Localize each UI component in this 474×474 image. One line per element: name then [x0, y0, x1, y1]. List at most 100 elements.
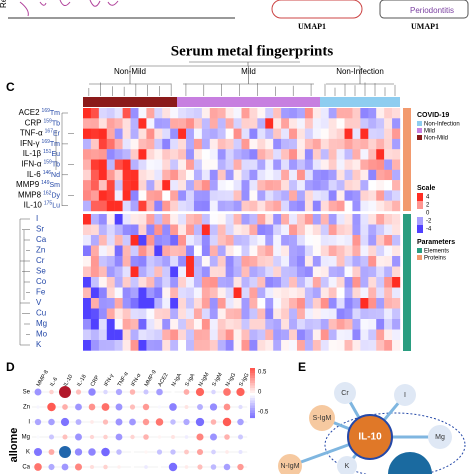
heat-cell	[217, 256, 226, 267]
heat-cell	[344, 118, 353, 129]
violin	[19, 0, 119, 17]
heat-cell	[352, 159, 361, 170]
heat-cell	[201, 340, 210, 351]
heat-cell	[138, 256, 147, 267]
colorbar-step	[250, 413, 255, 416]
heat-cell	[320, 298, 329, 309]
heat-cell	[360, 340, 369, 351]
heat-cell	[201, 224, 210, 236]
heat-cell	[209, 159, 218, 170]
heat-cell	[193, 159, 203, 170]
group-bar	[320, 97, 400, 107]
heat-cell	[241, 108, 250, 119]
heat-cell	[138, 214, 147, 225]
heat-cell	[352, 108, 361, 119]
row-label: Sr	[36, 225, 44, 234]
heat-cell	[170, 159, 179, 170]
heat-cell	[392, 329, 401, 341]
heat-cell	[241, 214, 250, 225]
heat-cell	[186, 256, 195, 267]
heat-cell	[138, 149, 147, 160]
col-label: N-IgM	[198, 371, 211, 387]
heat-cell	[217, 340, 226, 351]
heat-cell	[154, 340, 163, 351]
heat-cell	[289, 214, 298, 225]
heat-cell	[178, 277, 187, 288]
heat-cell	[106, 128, 115, 140]
heat-cell	[281, 319, 290, 330]
heat-cell	[217, 128, 226, 140]
tag: Periodontitis	[410, 6, 454, 15]
corr-dot	[225, 450, 229, 454]
heat-cell	[289, 245, 298, 257]
heat-cell	[336, 308, 345, 320]
protein-name: MMP8	[18, 191, 42, 200]
heat-cell	[344, 235, 353, 246]
heat-cell	[384, 118, 393, 129]
colorbar-step	[250, 390, 255, 394]
heat-cell	[257, 287, 266, 299]
node	[428, 425, 452, 449]
heat-cell	[90, 214, 100, 225]
heat-cell	[201, 308, 210, 320]
heat-cell	[162, 159, 171, 170]
heat-cell	[273, 159, 282, 170]
heat-cell	[249, 108, 258, 119]
isotope-mass: 159	[43, 119, 52, 125]
heat-cell	[146, 287, 155, 299]
heat-cell	[304, 214, 314, 225]
legend-swatch	[417, 128, 422, 133]
heat-cell	[257, 200, 266, 212]
heat-cell	[265, 214, 274, 225]
row-label: Cu	[36, 309, 46, 318]
heat-cell	[130, 245, 139, 257]
heat-cell	[368, 329, 377, 341]
heat-cell	[233, 214, 242, 225]
heat-cell	[360, 235, 369, 246]
heat-cell	[154, 298, 163, 309]
heat-cell	[344, 149, 353, 160]
heat-cell	[273, 266, 282, 278]
heat-cell	[178, 329, 187, 341]
row-label: I	[28, 420, 30, 426]
heat-cell	[83, 224, 92, 236]
heat-cell	[336, 180, 345, 191]
col-label: IL-10	[63, 374, 74, 388]
heat-cell	[170, 190, 179, 201]
heat-cell	[304, 319, 314, 330]
corr-dot	[156, 449, 163, 455]
corr-dot	[34, 418, 42, 426]
heat-cell	[241, 224, 250, 236]
corr-dot	[157, 435, 162, 439]
heat-cell	[249, 180, 258, 191]
node	[394, 384, 416, 406]
heat-cell	[106, 277, 115, 288]
heat-cell	[376, 118, 385, 129]
heat-cell	[296, 224, 306, 236]
node-label: N-IgM	[280, 463, 299, 470]
corr-dot	[210, 419, 217, 425]
heat-cell	[257, 329, 266, 341]
heat-cell	[296, 118, 306, 129]
heat-cell	[225, 277, 234, 288]
heat-cell	[106, 180, 115, 191]
heat-cell	[352, 287, 361, 299]
colorbar-step	[250, 383, 255, 386]
heat-cell	[146, 214, 155, 225]
heat-cell	[289, 277, 298, 288]
heat-cell	[98, 200, 107, 212]
heat-cell	[289, 298, 298, 309]
heat-cell	[201, 180, 210, 191]
heat-cell	[114, 266, 123, 278]
heat-cell	[320, 266, 329, 278]
heat-cell	[106, 118, 115, 129]
heat-cell	[154, 319, 163, 330]
heat-cell	[312, 149, 321, 160]
heat-cell	[281, 149, 290, 160]
heat-cell	[249, 224, 258, 236]
heat-cell	[249, 256, 258, 267]
protein-name: IL-6	[27, 170, 41, 179]
heat-cell	[225, 159, 234, 170]
heat-cell	[289, 108, 298, 119]
heat-cell	[193, 200, 203, 212]
